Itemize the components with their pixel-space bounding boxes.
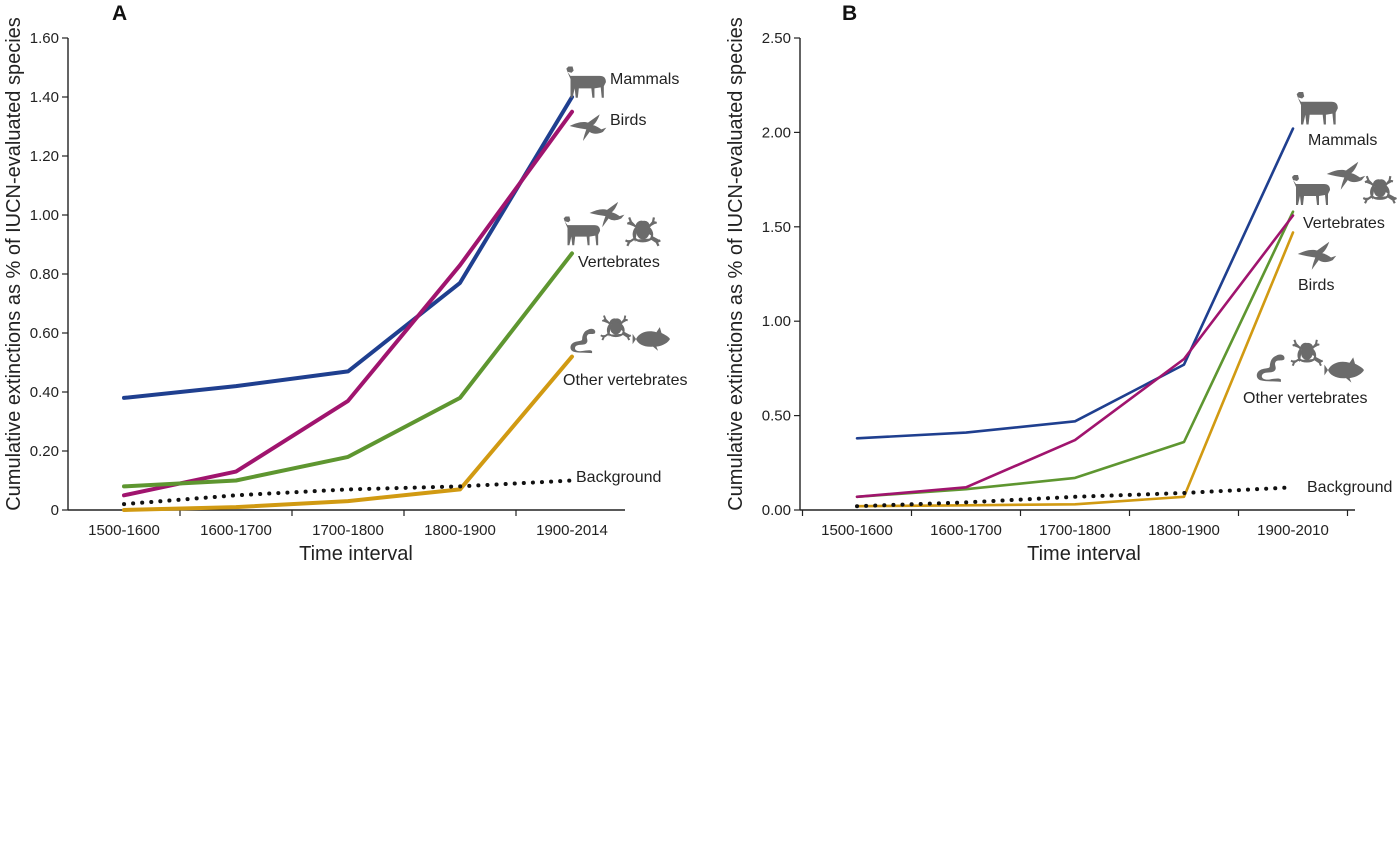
y-axis-label: Cumulative extinctions as % of IUCN-eval…	[725, 17, 747, 511]
fish-icon	[1324, 357, 1364, 383]
series-line-background	[122, 478, 574, 507]
y-tick-label: 0.00	[762, 502, 791, 519]
y-tick-label: 1.60	[30, 30, 59, 47]
x-tick-label: 1500-1600	[88, 522, 160, 539]
series-line-mammals	[855, 127, 1295, 440]
swallow-icon	[1326, 161, 1366, 190]
x-tick-label: 1700-1800	[1039, 522, 1111, 539]
series-label: Background	[1307, 479, 1392, 496]
y-axis-label: Cumulative extinctions as % of IUCN-eval…	[3, 17, 25, 511]
series-label: Mammals	[1308, 132, 1377, 149]
y-tick-label: 0.50	[762, 408, 791, 425]
panel-letter: A	[112, 2, 127, 25]
series-label: Vertebrates	[1303, 215, 1385, 232]
frog-icon	[1289, 338, 1324, 367]
frog-icon	[599, 314, 632, 342]
frog-icon	[1362, 174, 1398, 205]
x-tick-label: 1500-1600	[821, 522, 893, 539]
series-line-vertebrates	[855, 210, 1295, 499]
frog-icon	[624, 216, 662, 247]
series-label: Birds	[610, 112, 646, 129]
y-tick-label: 1.40	[30, 89, 59, 106]
panel-a: A 0 0.20 0.40 0.60 0.80 1.00 1.20 1.40 1.60 1500-1…	[3, 2, 688, 565]
series-line-other-vertebrates	[122, 354, 574, 512]
y-tick-label: 1.50	[762, 219, 791, 236]
series-line-vertebrates	[122, 251, 574, 489]
series-line-birds	[855, 214, 1295, 499]
y-tick-label: 0.60	[30, 325, 59, 342]
series-line-birds	[122, 109, 574, 498]
series-line-other-vertebrates	[855, 231, 1295, 508]
y-tick-label: 0	[51, 502, 59, 519]
series-label: Vertebrates	[578, 254, 660, 271]
fish-icon	[632, 327, 670, 351]
x-axis-label: Time interval	[1027, 543, 1141, 565]
series-label: Other vertebrates	[1243, 390, 1368, 407]
series-line-background	[855, 485, 1295, 509]
y-tick-label: 0.80	[30, 266, 59, 283]
y-tick-label: 2.50	[762, 30, 791, 47]
y-tick-label: 1.00	[30, 207, 59, 224]
deer-icon	[1296, 84, 1338, 125]
x-tick-label: 1800-1900	[1148, 522, 1220, 539]
y-tick-label: 0.20	[30, 443, 59, 460]
x-tick-label: 1900-2010	[1257, 522, 1329, 539]
y-tick-label: 2.00	[762, 124, 791, 141]
series-label: Birds	[1298, 277, 1334, 294]
y-tick-label: 1.00	[762, 313, 791, 330]
panel-b: B 0.00 0.50 1.00 1.50 2.00 2.50 1500-1600 1600-1…	[725, 2, 1398, 565]
deer-icon	[563, 209, 601, 246]
snake-icon	[1256, 354, 1285, 382]
deer-icon	[566, 59, 606, 98]
y-tick-label: 1.20	[30, 148, 59, 165]
y-tick-label: 0.40	[30, 384, 59, 401]
x-tick-label: 1600-1700	[200, 522, 272, 539]
series-label: Background	[576, 469, 661, 486]
x-axis-label: Time interval	[299, 543, 413, 565]
swallow-icon	[569, 114, 607, 141]
panel-letter: B	[842, 2, 857, 25]
x-tick-label: 1600-1700	[930, 522, 1002, 539]
swallow-icon	[1297, 241, 1337, 270]
snake-icon	[570, 328, 596, 354]
series-label: Mammals	[610, 71, 679, 88]
deer-icon	[1292, 168, 1330, 205]
x-tick-label: 1900-2014	[536, 522, 608, 539]
x-tick-label: 1800-1900	[424, 522, 496, 539]
x-tick-label: 1700-1800	[312, 522, 384, 539]
swallow-icon	[589, 201, 625, 228]
series-line-mammals	[122, 95, 574, 400]
series-label: Other vertebrates	[563, 372, 688, 389]
